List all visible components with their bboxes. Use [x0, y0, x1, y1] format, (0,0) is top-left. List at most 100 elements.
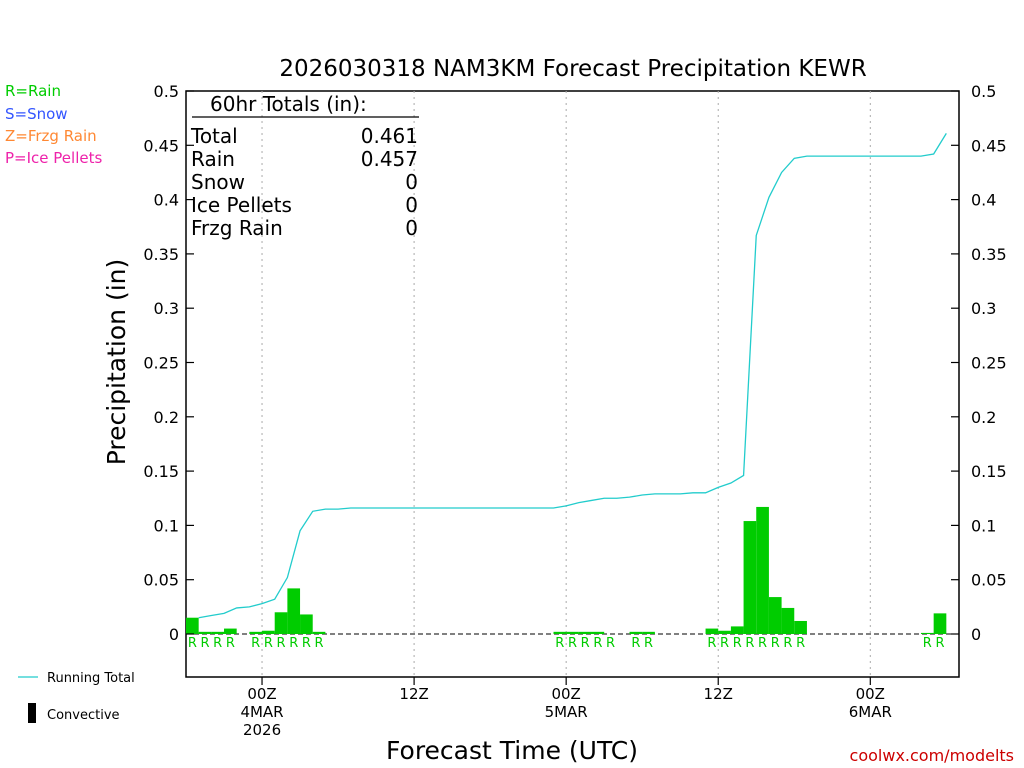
- y-tick-label-left: 0.4: [154, 191, 179, 210]
- precip-bar: [249, 631, 263, 634]
- x-tick-label: 5MAR: [545, 703, 588, 721]
- y-tick-label-right: 0.05: [971, 571, 1007, 590]
- y-tick-label-right: 0.1: [971, 516, 996, 535]
- totals-row-label: Total: [190, 124, 238, 148]
- legend-ice-pellets: P=Ice Pellets: [5, 149, 102, 167]
- precip-bar: [274, 612, 288, 634]
- ptype-letter: R: [606, 636, 615, 651]
- ptype-letter: R: [758, 636, 767, 651]
- precip-bar: [768, 597, 782, 634]
- x-tick-label: 4MAR: [240, 703, 283, 721]
- precip-bar: [794, 620, 807, 634]
- ptype-letter: R: [568, 636, 577, 651]
- ptype-letter: R: [277, 636, 286, 651]
- ptype-legend: R=Rain S=Snow Z=Frzg Rain P=Ice Pellets: [5, 82, 102, 167]
- ptype-letter: R: [188, 636, 197, 651]
- precip-bar: [287, 588, 301, 634]
- ptype-letter: R: [264, 636, 273, 651]
- precip-bar: [224, 628, 237, 634]
- legend-snow: S=Snow: [5, 105, 68, 123]
- ptype-letter: R: [289, 636, 298, 651]
- totals-row-value: 0: [405, 170, 418, 194]
- y-tick-label-right: 0.2: [971, 408, 996, 427]
- y-tick-label-left: 0.1: [154, 516, 179, 535]
- y-tick-label-right: 0.15: [971, 462, 1007, 481]
- precip-bar: [933, 613, 947, 634]
- ptype-letter: R: [302, 636, 311, 651]
- x-tick-label: 00Z: [856, 685, 885, 703]
- totals-row-value: 0: [405, 193, 418, 217]
- ptype-letter: R: [796, 636, 805, 651]
- legend-running-total: Running Total: [47, 671, 135, 686]
- y-tick-label-right: 0.35: [971, 245, 1007, 264]
- y-tick-label-left: 0: [169, 625, 179, 644]
- y-tick-label-left: 0.05: [143, 571, 179, 590]
- totals-row-label: Frzg Rain: [191, 216, 283, 240]
- vertical-gridlines: [261, 91, 871, 677]
- y-tick-label-left: 0.15: [143, 462, 179, 481]
- precip-bar: [553, 631, 567, 634]
- y-tick-label-right: 0.3: [971, 299, 996, 318]
- x-tick-label: 6MAR: [849, 703, 892, 721]
- y-tick-label-right: 0: [971, 625, 981, 644]
- precip-bar: [730, 626, 744, 634]
- hourly-precip-bars: [186, 506, 947, 634]
- ptype-letter: R: [226, 636, 235, 651]
- y-tick-label-left: 0.5: [154, 82, 179, 101]
- ptype-letter: R: [783, 636, 792, 651]
- footer-credit: coolwx.com/modelts: [850, 746, 1014, 765]
- ptype-letter: R: [707, 636, 716, 651]
- totals-row-value: 0: [405, 216, 418, 240]
- ptype-letter: R: [593, 636, 602, 651]
- precip-bar: [186, 617, 199, 634]
- precip-bar: [629, 631, 643, 634]
- ptype-letter: R: [733, 636, 742, 651]
- totals-box: 60hr Totals (in): Total 0.461 Rain 0.457…: [190, 92, 419, 240]
- legend-rain: R=Rain: [5, 82, 61, 100]
- y-tick-label-left: 0.2: [154, 408, 179, 427]
- precip-bar: [756, 506, 769, 634]
- plot-frame: [185, 90, 960, 678]
- bottom-legend: Running Total Convective: [18, 671, 135, 723]
- ptype-letter: R: [251, 636, 260, 651]
- precip-bar: [705, 628, 719, 634]
- precip-bar: [578, 631, 592, 634]
- y-tick-label-left: 0.35: [143, 245, 179, 264]
- y-tick-label-right: 0.4: [971, 191, 996, 210]
- y-tick-label-left: 0.3: [154, 299, 179, 318]
- precip-bar: [262, 630, 275, 634]
- ptype-letter: R: [315, 636, 324, 651]
- ptype-letter: R: [771, 636, 780, 651]
- totals-row-value: 0.457: [361, 147, 418, 171]
- x-tick-label: 12Z: [399, 685, 428, 703]
- ptype-letter: R: [935, 636, 944, 651]
- totals-row-label: Snow: [191, 170, 245, 194]
- precip-bar: [718, 630, 731, 634]
- ptype-letter: R: [644, 636, 653, 651]
- precip-bar: [781, 607, 795, 634]
- y-tick-label-left: 0.25: [143, 354, 179, 373]
- running-total-line: [198, 133, 947, 619]
- x-tick-label: 00Z: [551, 685, 580, 703]
- precip-bar: [642, 631, 655, 634]
- precip-bar: [591, 631, 605, 634]
- convective-swatch: [28, 703, 36, 723]
- totals-row-label: Rain: [191, 147, 235, 171]
- ptype-letter: R: [213, 636, 222, 651]
- precip-bar: [566, 631, 579, 634]
- precip-bar: [300, 614, 313, 634]
- precip-bar: [920, 632, 934, 634]
- y-tick-label-left: 0.45: [143, 136, 179, 155]
- ptype-letter: R: [581, 636, 590, 651]
- legend-frzg-rain: Z=Frzg Rain: [5, 127, 97, 145]
- x-tick-label: 00Z: [247, 685, 276, 703]
- y-tick-label-right: 0.25: [971, 354, 1007, 373]
- ptype-letter: R: [745, 636, 754, 651]
- precip-bar: [198, 631, 212, 634]
- y-axis-label: Precipitation (in): [102, 259, 131, 466]
- totals-header: 60hr Totals (in):: [210, 92, 367, 116]
- ptype-letter: R: [200, 636, 209, 651]
- ptype-letter: R: [923, 636, 932, 651]
